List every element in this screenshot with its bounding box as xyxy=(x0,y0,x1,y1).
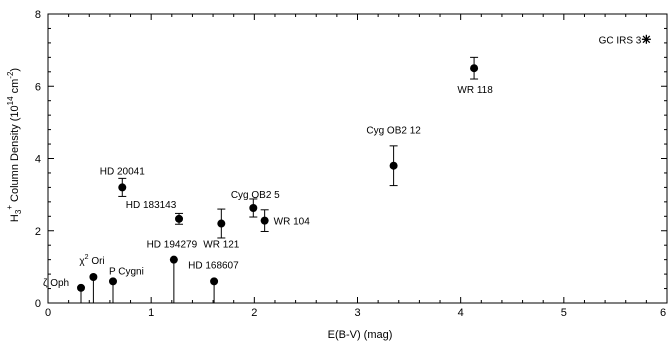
data-point-p-cygni xyxy=(108,277,117,286)
y-tick-label: 6 xyxy=(35,81,41,93)
y-title-sub: 3 xyxy=(14,209,23,214)
point-label-oph: ζ Oph xyxy=(43,278,69,289)
plot-frame xyxy=(47,13,668,304)
y-title-exp: 14 xyxy=(6,96,15,105)
data-point-hd-183143 xyxy=(175,214,184,223)
y-title-prefix: H xyxy=(9,214,21,222)
x-tick-label: 1 xyxy=(148,307,154,319)
y-title-middle: Column Density (10 xyxy=(9,105,21,205)
data-point-wr-121 xyxy=(217,219,226,228)
x-tick-label: 6 xyxy=(660,307,666,319)
x-tick-label: 3 xyxy=(354,307,360,319)
x-tick-label: 5 xyxy=(561,307,567,319)
y-title-suffix: ) xyxy=(9,68,21,72)
data-point-oph xyxy=(77,283,86,292)
data-point-cyg-ob2-5 xyxy=(249,203,258,212)
x-tick-label: 2 xyxy=(251,307,257,319)
point-label-hd-183143: HD 183143 xyxy=(126,200,177,211)
point-label-hd-20041: HD 20041 xyxy=(100,166,145,177)
y-tick-label: 4 xyxy=(35,154,41,166)
data-point-wr-118 xyxy=(470,64,479,73)
data-point-hd-194279 xyxy=(169,255,178,264)
chart-marks: 0 1 2 3 4 5 6 0 2 4 6 8 ζ Oph χ2 Ori P Cygni HD 20041 HD… xyxy=(35,9,668,319)
data-point-cyg-ob2-12 xyxy=(389,161,398,170)
y-tick-label: 2 xyxy=(35,226,41,238)
point-label-ori: χ2 Ori xyxy=(79,254,104,267)
x-tick-label: 4 xyxy=(458,307,464,319)
point-label-hd-194279: HD 194279 xyxy=(147,240,198,251)
y-title-sup: + xyxy=(5,205,14,210)
y-title-unit: cm xyxy=(9,79,21,97)
data-point-hd-20041 xyxy=(118,183,127,192)
point-label-p-cygni: P Cygni xyxy=(109,266,144,277)
data-point-hd-168607 xyxy=(210,277,219,286)
point-label-gc-irs-3: GC IRS 3 xyxy=(599,35,642,46)
point-label-cyg-ob2-5: Cyg OB2 5 xyxy=(231,190,280,201)
y-tick-label: 8 xyxy=(35,9,41,21)
point-label-hd-168607: HD 168607 xyxy=(188,260,239,271)
data-point-ori xyxy=(89,272,98,281)
x-axis-title: E(B-V) (mag) xyxy=(328,329,393,341)
star-marker-gc-irs-3 xyxy=(642,35,651,44)
data-point-wr-104 xyxy=(260,216,269,225)
point-label-wr-118: WR 118 xyxy=(457,85,493,96)
point-label-wr-104: WR 104 xyxy=(274,217,311,228)
point-label-cyg-ob2-12: Cyg OB2 12 xyxy=(366,126,421,137)
y-title-unit-exp: -2 xyxy=(6,71,15,79)
y-axis-title: H3+ Column Density (1014 cm-2) xyxy=(5,68,23,222)
point-label-wr-121: WR 121 xyxy=(203,240,240,251)
x-tick-label: 0 xyxy=(45,307,51,319)
y-tick-label: 0 xyxy=(35,298,41,310)
